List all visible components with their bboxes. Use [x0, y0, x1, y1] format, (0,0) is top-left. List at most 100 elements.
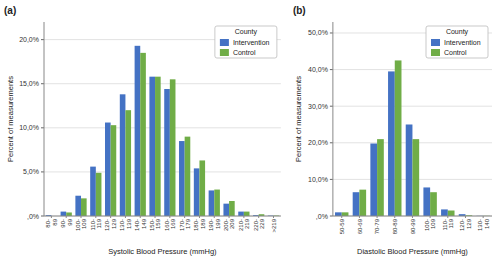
grid-line — [44, 171, 281, 172]
x-tick-label-group: 220-229 — [253, 218, 266, 231]
bar — [448, 211, 455, 216]
x-tick-label: 120-129 — [459, 218, 472, 231]
x-tick-label-line: 50-59 — [339, 218, 345, 234]
x-tick — [273, 216, 274, 218]
x-tick — [412, 216, 413, 218]
x-tick — [465, 216, 466, 218]
x-tick-label-group: 130-140 — [477, 218, 490, 231]
y-tick-label: 10,0% — [19, 124, 39, 131]
x-tick — [51, 216, 52, 218]
x-tick-label-line: 100- — [424, 219, 430, 231]
x-tick — [214, 216, 215, 218]
x-tick-label-line: 60-69 — [357, 218, 363, 234]
bar — [342, 212, 349, 216]
bar — [214, 190, 220, 216]
bar — [209, 190, 215, 216]
x-tick-label-line: 129 — [466, 218, 472, 229]
grid-line — [44, 216, 281, 217]
legend: CountyInterventionControl — [215, 26, 277, 58]
bar — [66, 212, 72, 216]
bar — [238, 212, 244, 216]
x-tick-label-line: 90- — [60, 219, 66, 228]
x-tick-label-line: 189 — [200, 218, 206, 229]
x-tick-label-line: 159 — [155, 218, 161, 229]
bar — [359, 190, 366, 216]
x-tick — [377, 216, 378, 218]
x-tick-label-line: 70-79 — [374, 218, 380, 234]
legend-swatch — [431, 39, 440, 46]
x-tick-label: 80-89 — [392, 218, 398, 234]
x-tick — [199, 216, 200, 218]
x-tick-label-group: 80-89 — [392, 218, 398, 234]
legend-frame — [215, 26, 277, 58]
legend: CountyInterventionControl — [426, 26, 488, 58]
y-axis-line — [44, 22, 45, 216]
x-tick-label-line: 130- — [119, 219, 125, 231]
x-tick-label-line: 129 — [111, 218, 117, 229]
x-tick-label-group: 170-179 — [179, 218, 192, 231]
x-tick-label-group: 210-219 — [238, 218, 251, 231]
bar — [194, 168, 200, 216]
bar — [185, 137, 191, 216]
x-tick-label-group: 70-79 — [374, 218, 380, 234]
x-axis-line — [44, 216, 281, 217]
x-tick — [125, 216, 126, 218]
grid-line — [333, 69, 492, 70]
y-tick-label: 40,0% — [308, 66, 328, 73]
chart-root: (a),0%5,0%10,0%15,0%20,0%80-8990-99100-1… — [0, 0, 500, 261]
y-tick-label: 20,0% — [308, 139, 328, 146]
x-tick — [483, 216, 484, 218]
x-tick — [95, 216, 96, 218]
x-tick-label-group: 100-109 — [424, 218, 437, 231]
x-tick-label-group: 60-69 — [357, 218, 363, 234]
x-tick — [447, 216, 448, 218]
y-axis-label: Percent of measurements — [6, 76, 15, 162]
x-tick — [140, 216, 141, 218]
bar — [377, 139, 384, 216]
x-tick — [341, 216, 342, 218]
x-tick-label: 210-219 — [238, 218, 251, 231]
x-tick-label-group: 120-129 — [459, 218, 472, 231]
bar — [120, 94, 126, 216]
x-tick-label-line: 149 — [141, 218, 147, 229]
y-tick-label: 30,0% — [308, 103, 328, 110]
x-tick-label: 90-99 — [410, 218, 416, 234]
bar — [353, 192, 360, 216]
y-tick-label: ,0% — [316, 213, 328, 220]
x-tick-label: 140-149 — [134, 218, 147, 231]
x-tick-label-group: 150-159 — [149, 218, 162, 231]
legend-label: Control — [233, 49, 256, 56]
x-tick-label-line: 139 — [126, 218, 132, 229]
legend-label: Intervention — [444, 39, 481, 46]
x-tick-label-group: 120-129 — [104, 218, 117, 231]
x-tick — [394, 216, 395, 218]
x-tick — [359, 216, 360, 218]
x-tick — [66, 216, 67, 218]
bar — [81, 198, 87, 216]
x-tick-label-line: 140 — [484, 218, 490, 229]
bar — [90, 167, 96, 216]
grid-line — [44, 83, 281, 84]
y-tick-label: 10,0% — [308, 176, 328, 183]
x-tick-label: 160-169 — [164, 218, 177, 231]
x-tick-label-line: 150- — [149, 219, 155, 231]
x-tick-label: 200-209 — [223, 218, 236, 231]
x-tick-label-line: 80-89 — [392, 218, 398, 234]
bar — [406, 124, 413, 216]
bar — [61, 212, 67, 216]
x-tick-label-group: 100-109 — [75, 218, 88, 231]
legend-label: Control — [444, 49, 467, 56]
legend-swatch — [431, 49, 440, 56]
x-tick-label: 150-159 — [149, 218, 162, 231]
panel: (a),0%5,0%10,0%15,0%20,0%80-8990-99100-1… — [4, 5, 281, 256]
grid-line — [44, 127, 281, 128]
bar — [199, 160, 205, 216]
x-tick-label: 180-189 — [193, 218, 206, 231]
bar — [244, 212, 250, 216]
x-tick-label-line: 99 — [67, 218, 73, 225]
bar — [105, 123, 111, 216]
x-tick — [229, 216, 230, 218]
x-tick-label: 90-99 — [60, 218, 73, 227]
x-tick-label-group: 190-199 — [208, 218, 221, 231]
x-tick-label: 110-119 — [90, 218, 103, 230]
